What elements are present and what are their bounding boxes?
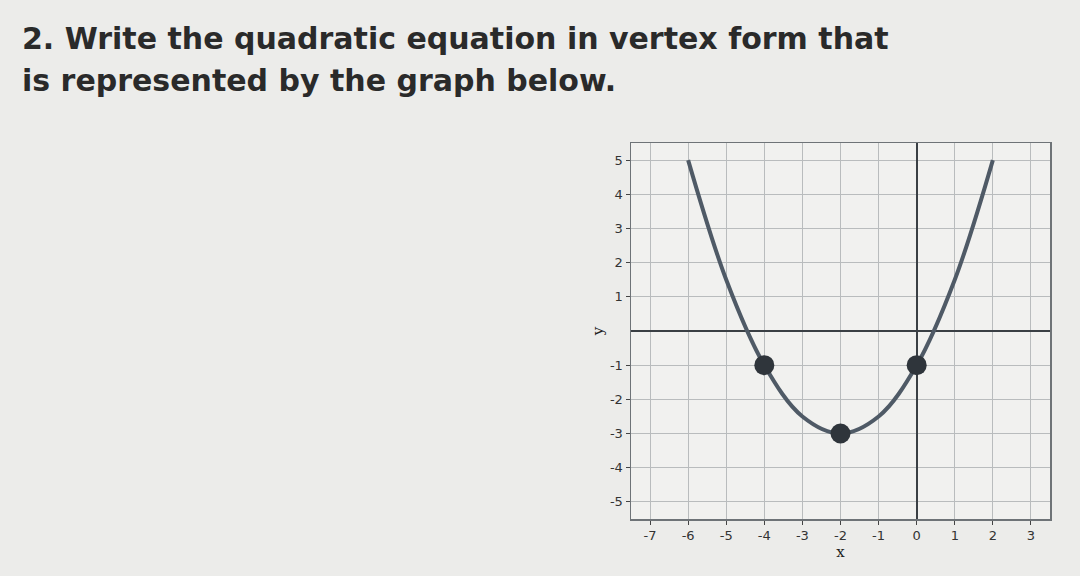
svg-text:4: 4 (615, 187, 623, 202)
svg-text:3: 3 (1027, 528, 1035, 543)
svg-text:-2: -2 (610, 392, 623, 407)
html-text:is represented by the graph be: is represented by the graph below. (22, 63, 617, 98)
svg-text:y: y (589, 326, 607, 336)
svg-text:-3: -3 (796, 528, 809, 543)
html-text:2. Write the quadratic equatio: 2. Write the quadratic equation in verte… (22, 21, 889, 56)
svg-text:1: 1 (951, 528, 959, 543)
svg-text:-4: -4 (610, 460, 623, 475)
svg-text:2: 2 (615, 255, 623, 270)
svg-text:-5: -5 (720, 528, 733, 543)
svg-text:5: 5 (615, 153, 623, 168)
svg-text:x: x (836, 543, 845, 561)
svg-text:-2: -2 (834, 528, 847, 543)
svg-text:0: 0 (913, 528, 921, 543)
svg-text:3: 3 (615, 221, 623, 236)
svg-text:-4: -4 (758, 528, 771, 543)
svg-text:-1: -1 (610, 358, 623, 373)
svg-text:-6: -6 (682, 528, 695, 543)
svg-text:-3: -3 (610, 426, 623, 441)
svg-text:-1: -1 (872, 528, 885, 543)
svg-text:1: 1 (615, 289, 623, 304)
svg-text:-7: -7 (644, 528, 657, 543)
svg-text:-5: -5 (610, 494, 623, 509)
svg-text:2: 2 (989, 528, 997, 543)
